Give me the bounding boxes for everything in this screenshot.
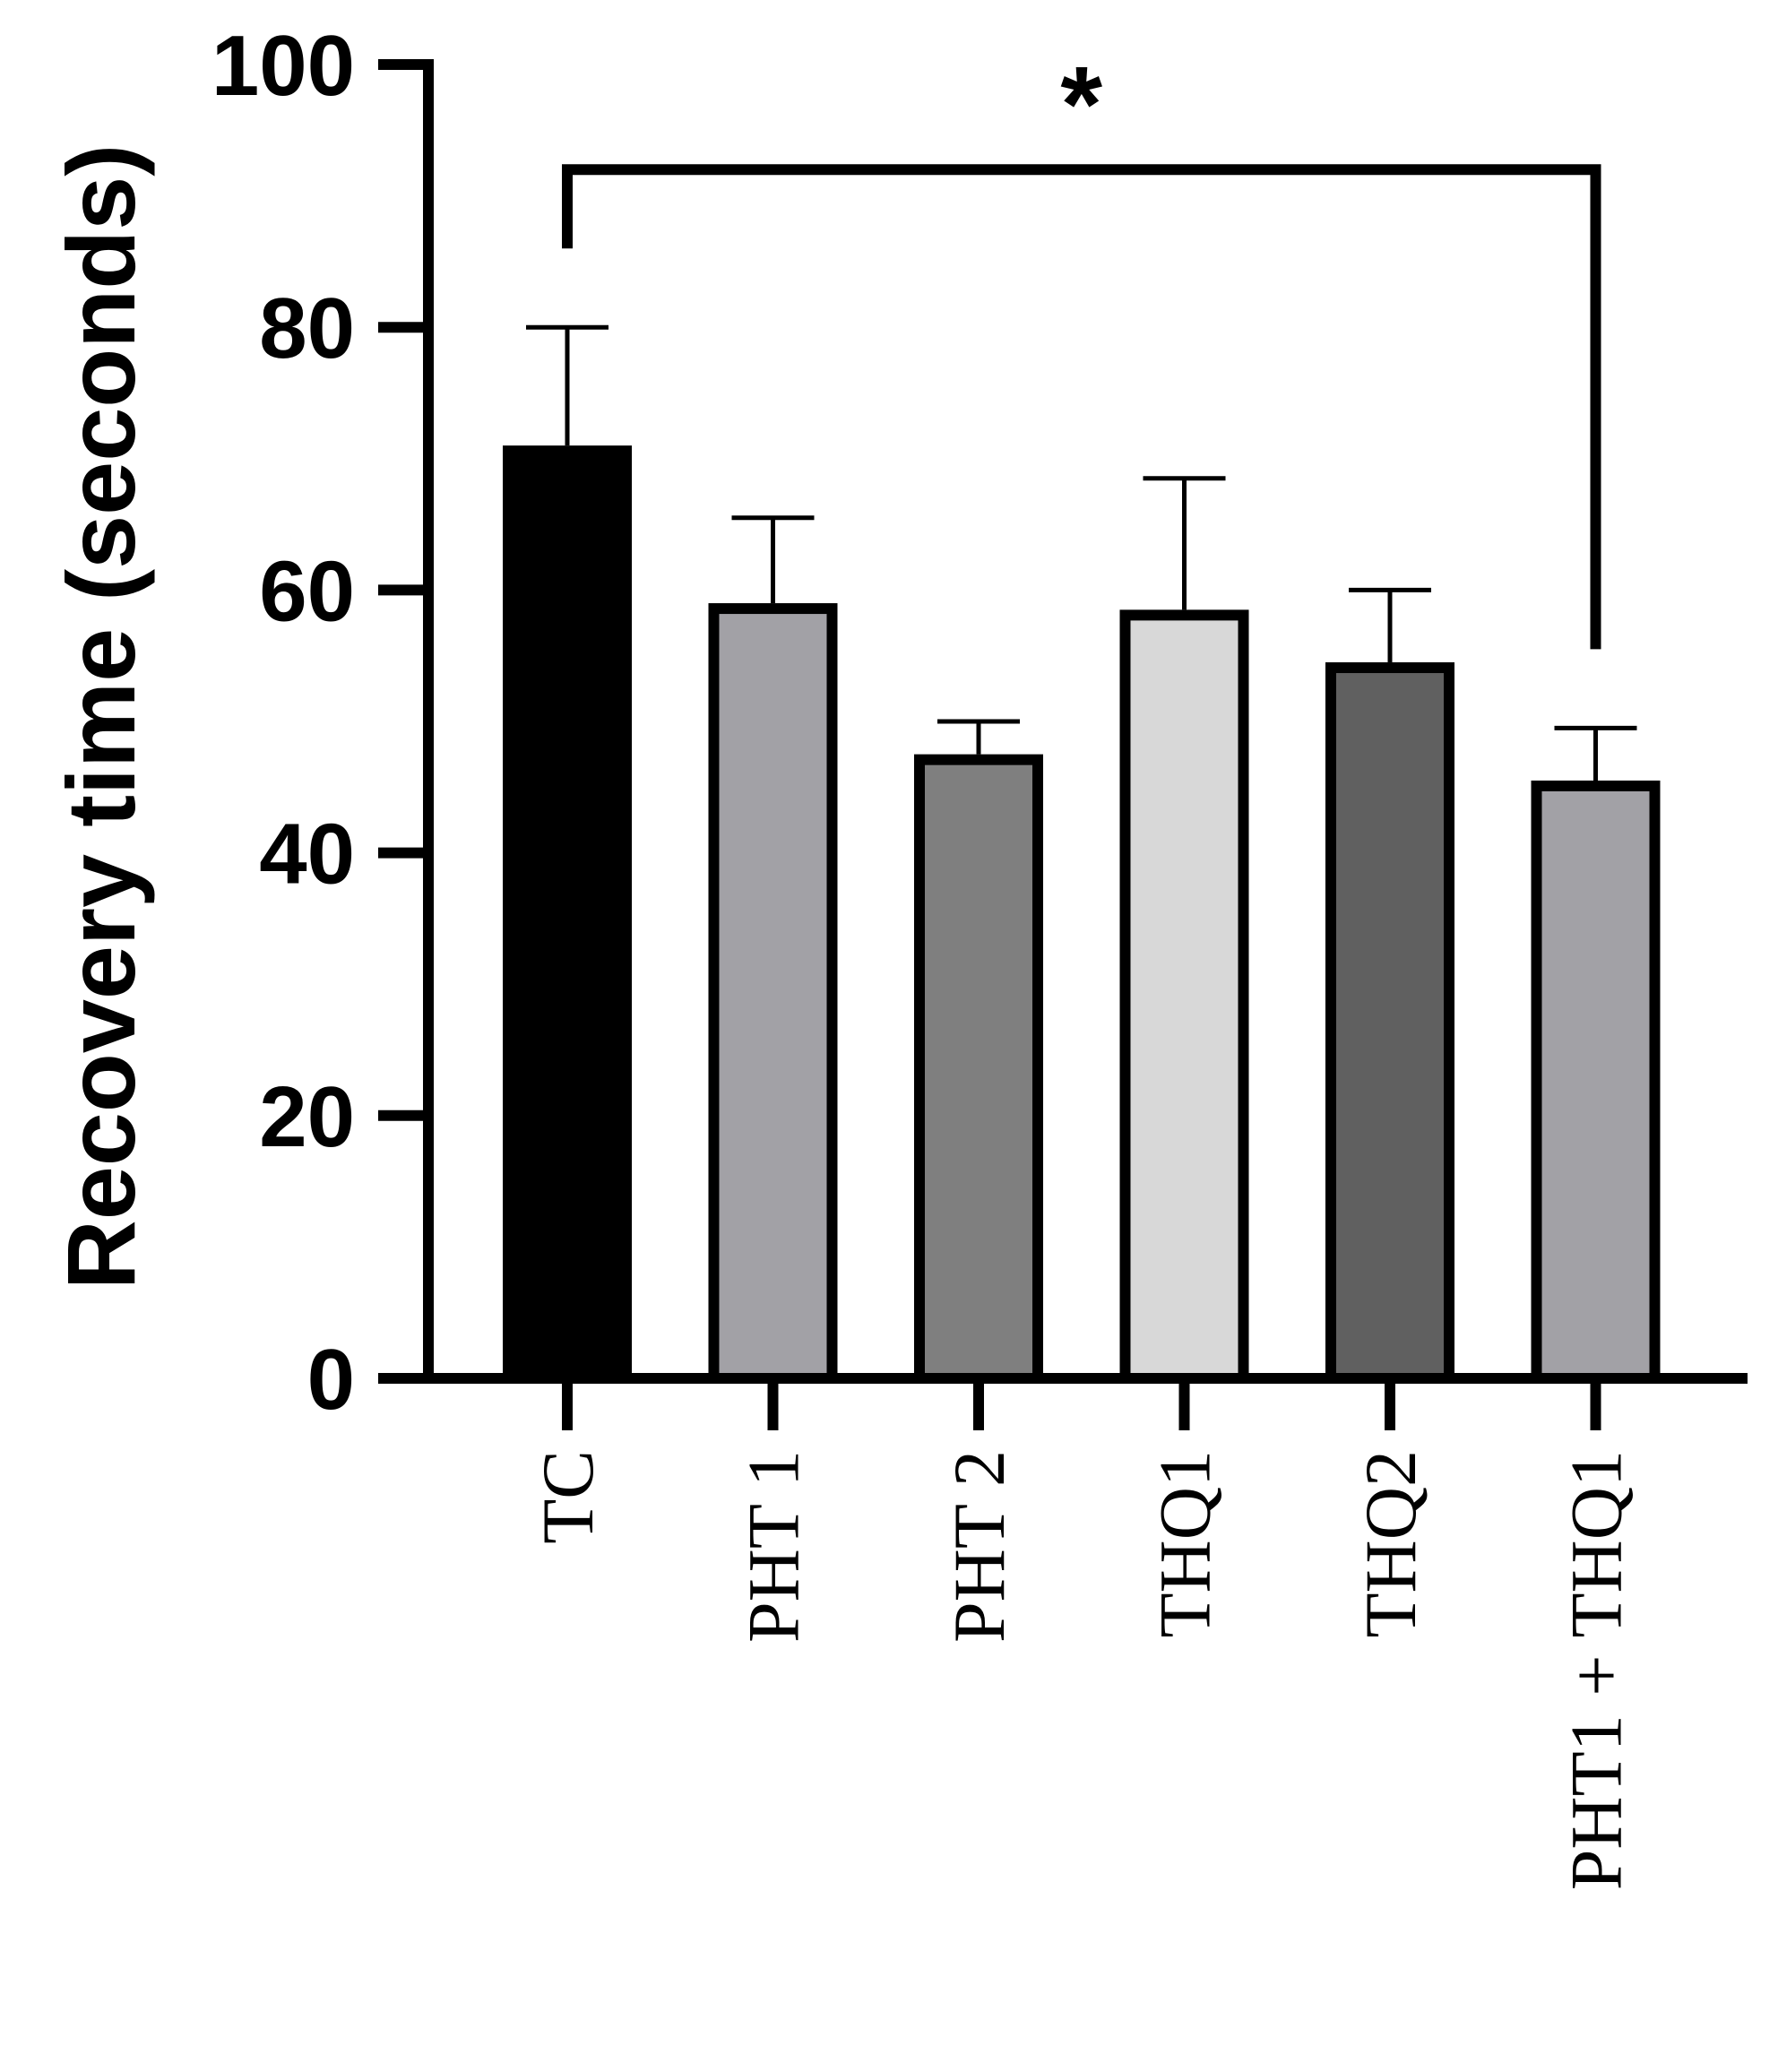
x-category-label: THQ2 [1350,1450,1431,1638]
axes: 0 20 40 60 80 100 TC PHT 1 PHT 2 THQ1 THQ2 PHT1 + T… [211,18,1748,1890]
x-category-label: PHT 2 [938,1450,1020,1643]
significance-annotation: * [562,44,1601,650]
bars [503,445,1661,1384]
bar [914,754,1043,1384]
x-category-label: PHT 1 [733,1450,815,1643]
y-tick-label: 0 [307,1332,355,1428]
bar [503,445,632,1378]
y-tick-label: 20 [259,1069,355,1165]
y-tick-label: 40 [259,807,355,902]
y-tick-label: 100 [211,18,355,114]
bar [708,603,838,1384]
x-category-label: TC [527,1450,608,1544]
y-tick-label: 80 [259,281,355,376]
error-bars [526,324,1637,781]
significance-bracket [562,164,1601,650]
y-tick-label: 60 [259,543,355,639]
bar [1325,662,1454,1384]
x-category-label: PHT1 + THQ1 [1556,1450,1637,1890]
y-axis-label: Recovery time (seconds) [47,144,155,1291]
x-category-label: THQ1 [1144,1450,1226,1638]
bar [1119,609,1249,1384]
significance-star: * [1060,44,1102,164]
bar [1531,780,1661,1384]
